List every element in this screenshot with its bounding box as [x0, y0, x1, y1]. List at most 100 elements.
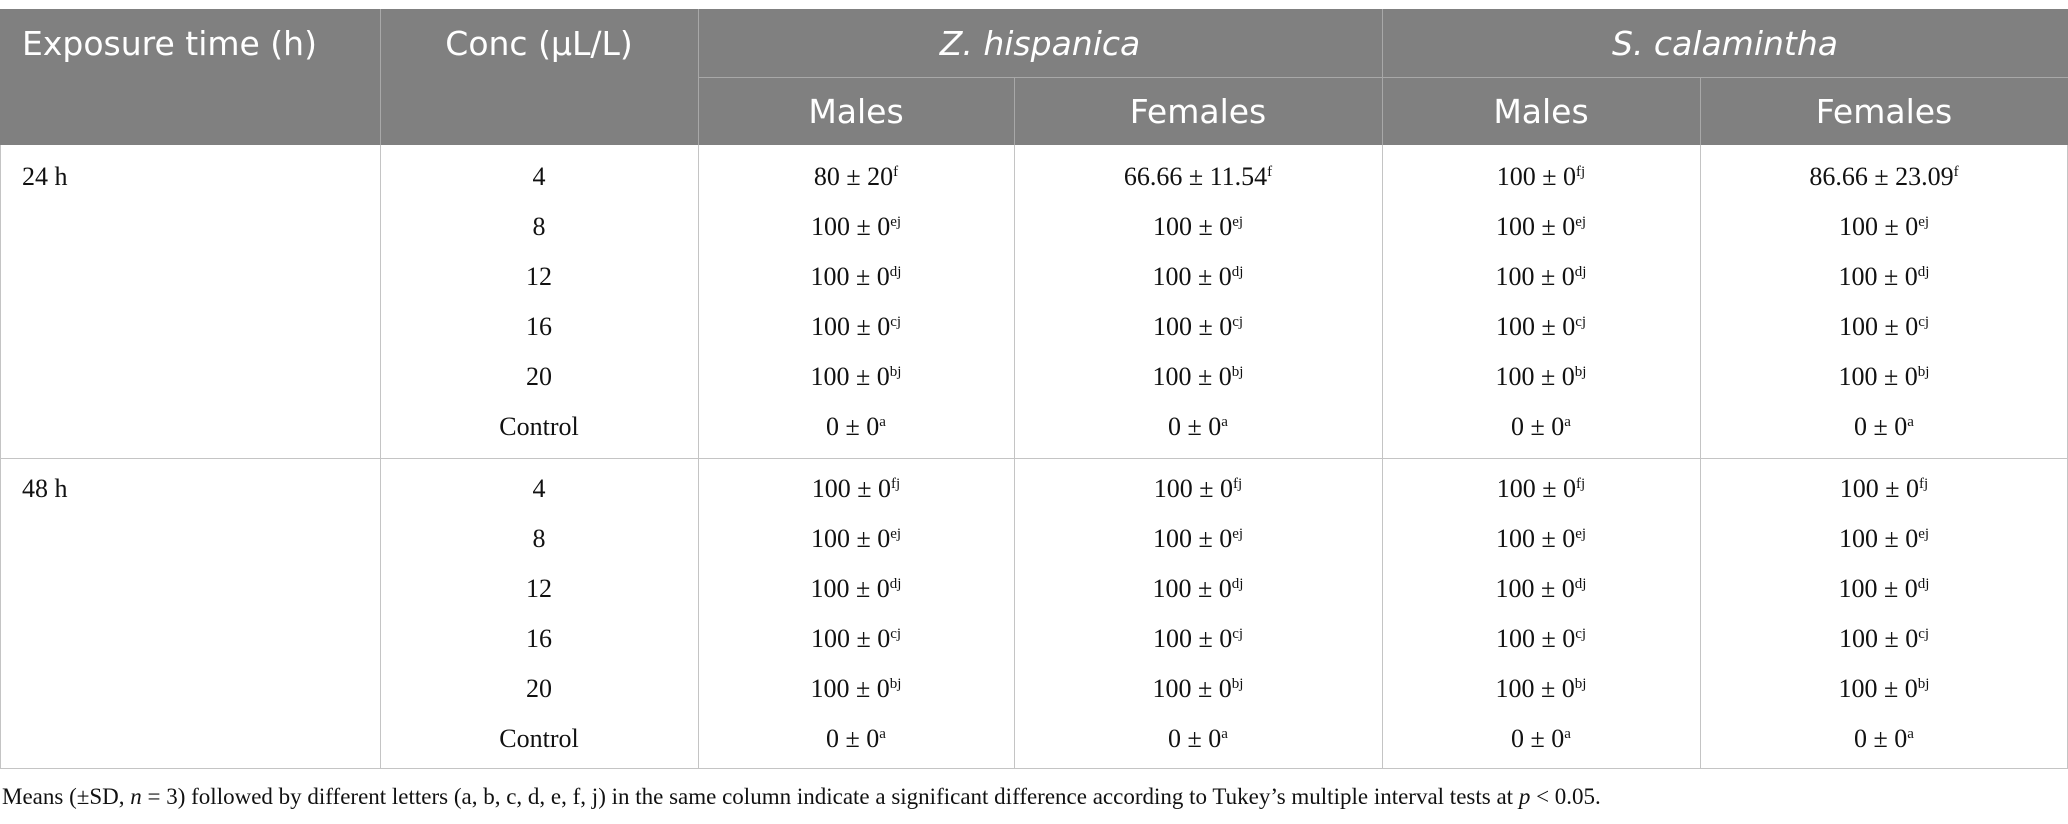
- conc-cell: 12: [526, 574, 552, 603]
- value-cell: 100 ± 0ej: [1496, 212, 1586, 242]
- cell-value: 100 ± 0: [1152, 624, 1233, 653]
- header-species: Z. hispanica: [939, 24, 1141, 63]
- grid-line: [380, 145, 381, 769]
- cell-letter: cj: [1232, 314, 1244, 330]
- grid-line: [1382, 145, 1383, 769]
- cell-value: 100 ± 0: [1495, 674, 1575, 703]
- value-cell: 100 ± 0cj: [1496, 624, 1586, 654]
- conc-cell: 4: [532, 474, 546, 503]
- footnote-part: n: [130, 784, 142, 809]
- header-line: [1014, 77, 1015, 145]
- cell-value: 0 ± 0: [826, 412, 880, 441]
- cell-value: 100 ± 0: [1152, 212, 1233, 241]
- cell-value: 100 ± 0: [1496, 474, 1577, 503]
- header-species: S. calamintha: [1612, 24, 1838, 63]
- value-cell: 100 ± 0fj: [1497, 474, 1585, 504]
- value-cell: 100 ± 0bj: [1839, 674, 1930, 704]
- value-cell: 100 ± 0cj: [1839, 624, 1929, 654]
- cell-letter: bj: [889, 364, 902, 380]
- conc-cell: 16: [526, 312, 552, 341]
- cell-letter: a: [1564, 726, 1571, 742]
- conc-cell: 20: [526, 674, 552, 703]
- value-cell: 100 ± 0bj: [1496, 674, 1587, 704]
- cell-letter: ej: [1575, 526, 1587, 542]
- value-cell: 100 ± 0ej: [1496, 524, 1586, 554]
- cell-value: 100 ± 0: [1152, 574, 1232, 603]
- cell-letter: cj: [1918, 626, 1930, 642]
- value-cell: 100 ± 0cj: [1496, 312, 1586, 342]
- header-line: [698, 9, 699, 145]
- header-line: [698, 77, 2068, 78]
- footnote-part: < 0.05.: [1530, 784, 1601, 809]
- cell-value: 100 ± 0: [1839, 474, 1920, 503]
- grid-line: [1700, 145, 1701, 769]
- cell-letter: dj: [1917, 576, 1930, 592]
- cell-letter: fj: [1919, 476, 1929, 492]
- conc-cell: 8: [532, 524, 546, 553]
- cell-value: 100 ± 0: [810, 212, 891, 241]
- cell-value: 0 ± 0: [1168, 724, 1222, 753]
- cell-letter: cj: [890, 314, 902, 330]
- cell-value: 86.66 ± 23.09: [1809, 162, 1954, 191]
- header-line: [1382, 9, 1383, 145]
- cell-value: 100 ± 0: [1152, 312, 1233, 341]
- value-cell: 66.66 ± 11.54f: [1124, 162, 1272, 192]
- conc-cell: 16: [526, 624, 552, 653]
- value-cell: 0 ± 0a: [826, 724, 886, 754]
- cell-letter: dj: [1231, 264, 1244, 280]
- cell-value: 100 ± 0: [1152, 262, 1232, 291]
- conc-cell: 20: [526, 362, 552, 391]
- cell-value: 80 ± 20: [813, 162, 894, 191]
- cell-letter: a: [1221, 726, 1228, 742]
- cell-value: 100 ± 0: [1838, 524, 1919, 553]
- value-cell: 86.66 ± 23.09f: [1809, 162, 1958, 192]
- grid-line: [0, 768, 2068, 769]
- value-cell: 100 ± 0dj: [1153, 574, 1244, 604]
- cell-letter: dj: [889, 264, 902, 280]
- cell-value: 100 ± 0: [1152, 674, 1232, 703]
- value-cell: 100 ± 0bj: [811, 362, 902, 392]
- cell-letter: dj: [1917, 264, 1930, 280]
- cell-value: 100 ± 0: [1153, 474, 1234, 503]
- value-cell: 0 ± 0a: [826, 412, 886, 442]
- cell-value: 100 ± 0: [1495, 262, 1575, 291]
- cell-value: 100 ± 0: [810, 674, 890, 703]
- header-sex: Males: [808, 92, 904, 131]
- header-sex: Males: [1493, 92, 1589, 131]
- cell-value: 100 ± 0: [811, 474, 892, 503]
- cell-letter: cj: [890, 626, 902, 642]
- value-cell: 0 ± 0a: [1168, 412, 1228, 442]
- cell-letter: cj: [1575, 314, 1587, 330]
- cell-value: 0 ± 0: [1854, 724, 1908, 753]
- cell-value: 0 ± 0: [1854, 412, 1908, 441]
- value-cell: 100 ± 0bj: [1839, 362, 1930, 392]
- cell-value: 100 ± 0: [1495, 524, 1576, 553]
- header-line: [1700, 77, 1701, 145]
- conc-cell: 4: [532, 162, 546, 191]
- cell-value: 100 ± 0: [1838, 212, 1919, 241]
- footnote-part: p: [1518, 784, 1531, 809]
- value-cell: 100 ± 0bj: [1496, 362, 1587, 392]
- footnote-part: Means (±SD,: [2, 784, 131, 809]
- value-cell: 100 ± 0ej: [1839, 524, 1929, 554]
- conc-cell: Control: [499, 412, 579, 441]
- cell-letter: f: [1267, 164, 1273, 180]
- cell-value: 100 ± 0: [1838, 362, 1918, 391]
- value-cell: 100 ± 0ej: [1839, 212, 1929, 242]
- value-cell: 100 ± 0cj: [1153, 624, 1243, 654]
- value-cell: 100 ± 0cj: [811, 624, 901, 654]
- cell-value: 100 ± 0: [1152, 362, 1232, 391]
- value-cell: 100 ± 0fj: [1840, 474, 1928, 504]
- cell-letter: fj: [1576, 164, 1586, 180]
- value-cell: 100 ± 0dj: [1839, 574, 1930, 604]
- cell-value: 66.66 ± 11.54: [1123, 162, 1268, 191]
- value-cell: 100 ± 0dj: [811, 574, 902, 604]
- value-cell: 100 ± 0dj: [1496, 262, 1587, 292]
- cell-value: 100 ± 0: [1838, 312, 1919, 341]
- cell-value: 0 ± 0: [1511, 724, 1565, 753]
- value-cell: 0 ± 0a: [1511, 724, 1571, 754]
- value-cell: 100 ± 0fj: [1154, 474, 1242, 504]
- cell-letter: a: [879, 414, 886, 430]
- header-exposure: Exposure time (h): [22, 24, 317, 63]
- cell-letter: cj: [1232, 626, 1244, 642]
